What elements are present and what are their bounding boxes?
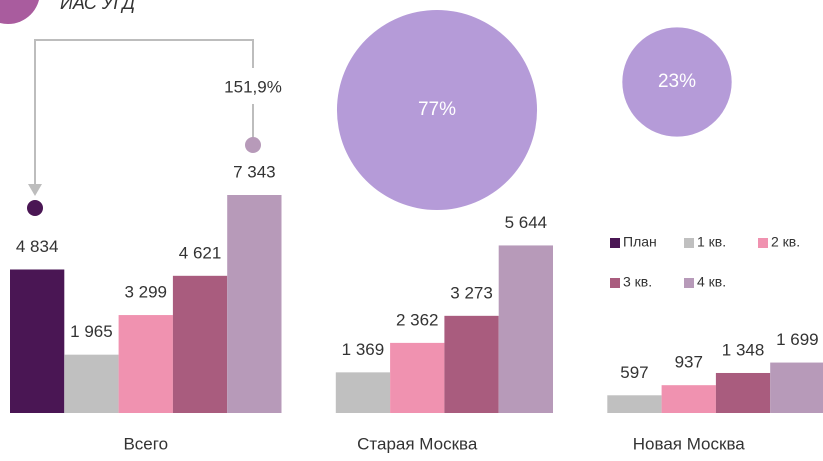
bubble-label: 23% bbox=[658, 71, 696, 92]
bar bbox=[227, 195, 282, 413]
fact-dot bbox=[245, 137, 261, 153]
bar bbox=[64, 354, 119, 413]
bar bbox=[661, 385, 716, 413]
bar bbox=[444, 315, 499, 413]
x-tick-label: Старая Москва bbox=[357, 434, 478, 453]
plan-dot bbox=[27, 200, 43, 216]
value-label: 3 273 bbox=[450, 283, 493, 302]
arrow-head bbox=[28, 184, 42, 196]
bar bbox=[770, 362, 823, 413]
value-label: 4 621 bbox=[179, 243, 222, 262]
legend-swatch bbox=[758, 238, 768, 248]
annotation: 151,9% bbox=[224, 77, 282, 96]
logo-circle bbox=[0, 0, 39, 24]
value-label: 1 965 bbox=[70, 322, 113, 341]
bar bbox=[10, 269, 65, 413]
value-label: 7 343 bbox=[233, 162, 276, 181]
bar bbox=[172, 275, 228, 413]
header-title: ИАС УГД bbox=[60, 0, 135, 13]
bubble bbox=[622, 27, 732, 137]
bar bbox=[607, 395, 662, 413]
bar bbox=[390, 342, 445, 413]
legend-swatch bbox=[610, 278, 620, 288]
x-tick-label: Всего bbox=[123, 434, 168, 453]
legend-swatch bbox=[684, 278, 694, 288]
legend-label: План bbox=[623, 234, 657, 250]
value-label: 1 369 bbox=[342, 340, 385, 359]
value-label: 1 348 bbox=[722, 340, 765, 359]
value-label: 1 699 bbox=[776, 330, 819, 349]
bar bbox=[118, 315, 173, 413]
value-label: 5 644 bbox=[505, 213, 548, 232]
x-tick-label: Новая Москва bbox=[633, 434, 746, 453]
legend-label: 3 кв. bbox=[623, 274, 652, 290]
bubble-label: 77% bbox=[418, 99, 456, 120]
bubble bbox=[336, 9, 538, 211]
value-label: 3 299 bbox=[124, 283, 167, 302]
value-label: 597 bbox=[620, 363, 648, 382]
value-label: 937 bbox=[675, 353, 703, 372]
legend-swatch bbox=[610, 238, 620, 248]
legend-label: 1 кв. bbox=[697, 234, 726, 250]
value-label: 2 362 bbox=[396, 310, 439, 329]
bar bbox=[335, 372, 391, 413]
bar bbox=[715, 372, 771, 413]
legend-swatch bbox=[684, 238, 694, 248]
value-label: 4 834 bbox=[16, 237, 59, 256]
legend-label: 2 кв. bbox=[771, 234, 800, 250]
connector bbox=[34, 39, 254, 190]
legend-label: 4 кв. bbox=[697, 274, 726, 290]
bar bbox=[498, 245, 553, 413]
